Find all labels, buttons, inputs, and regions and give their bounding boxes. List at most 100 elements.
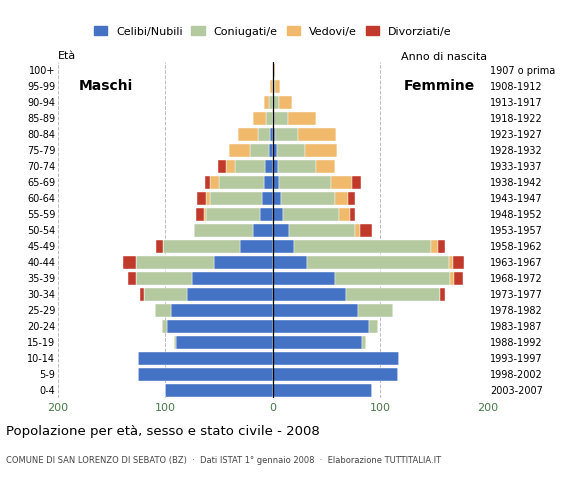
Bar — [275, 80, 280, 93]
Bar — [226, 159, 235, 173]
Bar — [206, 208, 260, 221]
Bar — [275, 128, 298, 141]
Bar — [454, 272, 462, 285]
Bar — [270, 128, 273, 141]
Bar — [335, 272, 450, 285]
Bar — [144, 288, 187, 301]
Bar — [360, 224, 372, 237]
Bar — [154, 304, 171, 317]
Bar — [194, 224, 253, 237]
Bar — [448, 255, 453, 269]
Bar — [273, 336, 362, 349]
Bar — [440, 288, 445, 301]
Bar — [279, 176, 331, 189]
Bar — [450, 272, 454, 285]
Bar — [139, 351, 273, 365]
Bar — [139, 368, 273, 381]
Bar — [346, 288, 440, 301]
Text: Femmine: Femmine — [403, 79, 474, 94]
Bar — [219, 176, 264, 189]
Bar — [163, 240, 241, 253]
Bar — [352, 176, 361, 189]
Bar — [197, 192, 206, 205]
Bar — [273, 240, 294, 253]
Bar — [218, 159, 226, 173]
Bar — [273, 368, 398, 381]
Bar — [197, 208, 204, 221]
Bar — [165, 384, 273, 397]
Text: Popolazione per età, sesso e stato civile - 2008: Popolazione per età, sesso e stato civil… — [6, 425, 320, 438]
Bar — [358, 304, 393, 317]
Bar — [136, 255, 213, 269]
Bar — [176, 336, 273, 349]
Bar — [265, 159, 273, 173]
Bar — [128, 272, 136, 285]
Bar — [273, 255, 307, 269]
Text: Età: Età — [58, 51, 76, 61]
Bar — [211, 192, 262, 205]
Bar — [298, 128, 336, 141]
Bar — [229, 144, 250, 157]
Bar — [235, 159, 265, 173]
Bar — [273, 384, 372, 397]
Bar — [307, 255, 448, 269]
Bar — [136, 272, 192, 285]
Text: Maschi: Maschi — [79, 79, 133, 94]
Bar — [213, 255, 273, 269]
Bar — [316, 159, 335, 173]
Bar — [289, 224, 355, 237]
Bar — [273, 176, 279, 189]
Bar — [273, 192, 281, 205]
Bar — [331, 176, 352, 189]
Bar — [348, 192, 355, 205]
Bar — [273, 111, 288, 125]
Bar — [140, 288, 144, 301]
Bar — [284, 208, 339, 221]
Bar — [335, 192, 347, 205]
Bar — [241, 240, 273, 253]
Bar — [273, 80, 275, 93]
Bar — [273, 288, 346, 301]
Bar — [294, 240, 432, 253]
Bar — [270, 80, 273, 93]
Bar — [273, 351, 399, 365]
Bar — [278, 159, 316, 173]
Bar — [273, 320, 369, 333]
Bar — [305, 144, 337, 157]
Bar — [262, 192, 273, 205]
Bar — [273, 208, 284, 221]
Bar — [204, 208, 206, 221]
Bar — [264, 96, 269, 109]
Bar — [273, 272, 335, 285]
Text: COMUNE DI SAN LORENZO DI SEBATO (BZ)  ·  Dati ISTAT 1° gennaio 2008  ·  Elaboraz: COMUNE DI SAN LORENZO DI SEBATO (BZ) · D… — [6, 456, 441, 465]
Bar — [277, 144, 305, 157]
Bar — [168, 320, 273, 333]
Bar — [438, 240, 445, 253]
Bar — [281, 192, 335, 205]
Bar — [266, 111, 273, 125]
Bar — [162, 320, 168, 333]
Bar — [369, 320, 378, 333]
Bar — [273, 144, 277, 157]
Bar — [264, 176, 273, 189]
Bar — [187, 288, 273, 301]
Bar — [253, 224, 273, 237]
Bar — [362, 336, 366, 349]
Bar — [124, 255, 136, 269]
Text: Anno di nascita: Anno di nascita — [401, 52, 487, 62]
Bar — [269, 96, 273, 109]
Bar — [238, 128, 258, 141]
Bar — [273, 128, 275, 141]
Bar — [260, 208, 273, 221]
Bar — [279, 96, 292, 109]
Bar — [192, 272, 273, 285]
Bar — [155, 240, 163, 253]
Bar — [205, 176, 211, 189]
Bar — [288, 111, 316, 125]
Bar — [174, 336, 176, 349]
Bar — [273, 159, 278, 173]
Bar — [273, 63, 275, 77]
Bar — [273, 96, 279, 109]
Bar — [432, 240, 438, 253]
Legend: Celibi/Nubili, Coniugati/e, Vedovi/e, Divorziati/e: Celibi/Nubili, Coniugati/e, Vedovi/e, Di… — [92, 24, 454, 39]
